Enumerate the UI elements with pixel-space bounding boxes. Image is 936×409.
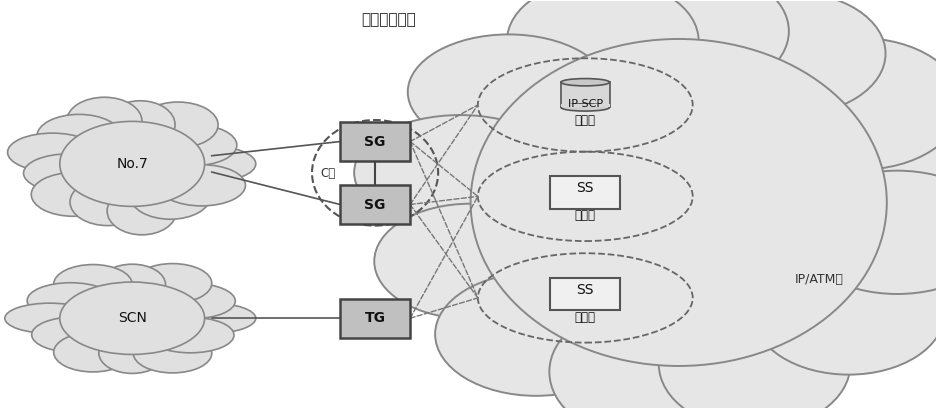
Ellipse shape: [753, 251, 936, 375]
Ellipse shape: [57, 120, 207, 208]
Ellipse shape: [561, 104, 609, 111]
Ellipse shape: [60, 121, 204, 207]
Ellipse shape: [106, 101, 175, 148]
Bar: [561, 82, 609, 108]
Ellipse shape: [5, 303, 95, 333]
Ellipse shape: [166, 303, 256, 333]
Text: 信令点: 信令点: [574, 209, 595, 222]
Ellipse shape: [66, 97, 141, 144]
FancyBboxPatch shape: [340, 299, 410, 337]
Ellipse shape: [506, 0, 698, 103]
Text: 信令点: 信令点: [574, 114, 595, 127]
Ellipse shape: [434, 272, 636, 396]
Ellipse shape: [57, 281, 207, 355]
Ellipse shape: [133, 263, 212, 303]
Ellipse shape: [31, 173, 115, 216]
Text: C链: C链: [320, 166, 335, 180]
Ellipse shape: [561, 79, 609, 86]
Ellipse shape: [37, 115, 121, 158]
Ellipse shape: [23, 154, 113, 192]
Text: SCN: SCN: [118, 311, 146, 325]
FancyBboxPatch shape: [549, 278, 620, 310]
Ellipse shape: [138, 102, 218, 148]
FancyBboxPatch shape: [549, 176, 620, 209]
Text: No.7: No.7: [116, 157, 148, 171]
Ellipse shape: [148, 283, 235, 319]
Ellipse shape: [464, 34, 892, 371]
Text: 信令点: 信令点: [574, 311, 595, 324]
Text: TG: TG: [364, 311, 386, 325]
Ellipse shape: [470, 39, 885, 366]
Ellipse shape: [107, 187, 177, 235]
Ellipse shape: [796, 171, 936, 294]
Ellipse shape: [60, 282, 204, 355]
Ellipse shape: [354, 115, 565, 230]
Ellipse shape: [130, 173, 211, 219]
Ellipse shape: [133, 333, 212, 373]
Ellipse shape: [373, 204, 565, 319]
Ellipse shape: [800, 111, 936, 234]
Ellipse shape: [548, 306, 730, 409]
Ellipse shape: [607, 0, 788, 93]
FancyBboxPatch shape: [340, 185, 410, 224]
Ellipse shape: [32, 317, 119, 353]
Ellipse shape: [147, 317, 234, 353]
Ellipse shape: [759, 38, 936, 170]
Text: IP/ATM网: IP/ATM网: [794, 273, 842, 286]
Ellipse shape: [70, 178, 145, 226]
Ellipse shape: [7, 133, 97, 171]
Ellipse shape: [158, 165, 245, 206]
Text: SG: SG: [364, 198, 386, 211]
Ellipse shape: [149, 124, 237, 166]
Ellipse shape: [27, 283, 114, 318]
Ellipse shape: [98, 264, 166, 305]
Ellipse shape: [658, 298, 850, 409]
FancyBboxPatch shape: [340, 122, 410, 161]
Text: IP SCP: IP SCP: [567, 99, 602, 109]
Ellipse shape: [166, 146, 256, 182]
Bar: [561, 104, 609, 108]
Ellipse shape: [407, 34, 609, 150]
Text: SS: SS: [576, 181, 593, 195]
Ellipse shape: [53, 265, 132, 304]
Text: 信令转接点对: 信令转接点对: [361, 12, 416, 27]
Text: SS: SS: [576, 283, 593, 297]
Ellipse shape: [693, 0, 885, 115]
Ellipse shape: [98, 333, 166, 373]
Ellipse shape: [53, 333, 132, 372]
Text: SG: SG: [364, 135, 386, 148]
